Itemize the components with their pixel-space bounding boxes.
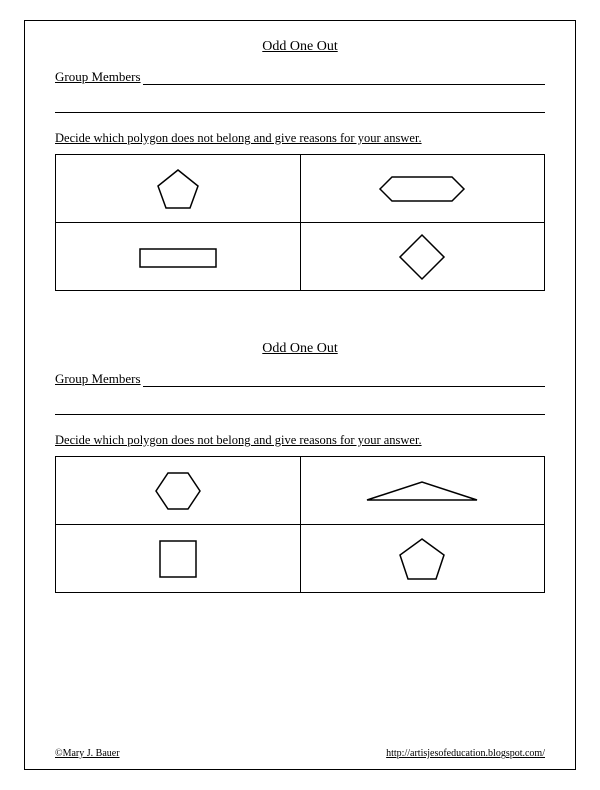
shape-table-1 bbox=[55, 154, 545, 291]
cell-pentagon-2 bbox=[300, 525, 545, 593]
worksheet-title: Odd One Out bbox=[55, 341, 545, 357]
page-footer: ©Mary J. Bauer http://artisjesofeducatio… bbox=[55, 748, 545, 759]
members-label: Group Members bbox=[55, 69, 141, 85]
pentagon-icon bbox=[392, 533, 452, 585]
cell-pentagon bbox=[56, 155, 301, 223]
members-blank-line bbox=[143, 71, 545, 85]
diamond-icon bbox=[392, 229, 452, 285]
footer-url: http://artisjesofeducation.blogspot.com/ bbox=[386, 748, 545, 759]
worksheet-2: Odd One Out Group Members Decide which p… bbox=[55, 341, 545, 593]
worksheet-title: Odd One Out bbox=[55, 39, 545, 55]
footer-author: ©Mary J. Bauer bbox=[55, 748, 120, 759]
page-border: Odd One Out Group Members Decide which p… bbox=[24, 20, 576, 770]
cell-elongated-hexagon bbox=[300, 155, 545, 223]
square-icon bbox=[150, 531, 206, 587]
worksheet-1: Odd One Out Group Members Decide which p… bbox=[55, 39, 545, 291]
shape-table-2 bbox=[55, 456, 545, 593]
instruction-text: Decide which polygon does not belong and… bbox=[55, 131, 545, 146]
cell-rectangle bbox=[56, 223, 301, 291]
flat-triangle-icon bbox=[357, 474, 487, 508]
instruction-text: Decide which polygon does not belong and… bbox=[55, 433, 545, 448]
rectangle-icon bbox=[128, 237, 228, 277]
members-row: Group Members bbox=[55, 69, 545, 85]
members-row: Group Members bbox=[55, 371, 545, 387]
blank-line bbox=[55, 401, 545, 415]
members-label: Group Members bbox=[55, 371, 141, 387]
members-blank-line bbox=[143, 373, 545, 387]
elongated-hexagon-icon bbox=[372, 169, 472, 209]
hexagon-icon bbox=[148, 465, 208, 517]
cell-square bbox=[56, 525, 301, 593]
pentagon-icon bbox=[148, 164, 208, 214]
cell-flat-triangle bbox=[300, 457, 545, 525]
cell-diamond bbox=[300, 223, 545, 291]
cell-hexagon bbox=[56, 457, 301, 525]
blank-line bbox=[55, 99, 545, 113]
